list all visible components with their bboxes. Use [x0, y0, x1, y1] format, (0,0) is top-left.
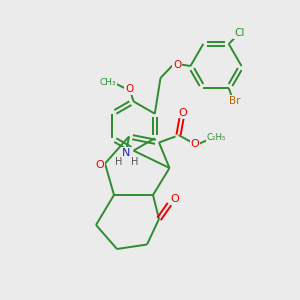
Text: O: O — [170, 194, 179, 204]
Text: CH₃: CH₃ — [100, 78, 116, 87]
Text: O: O — [125, 84, 133, 94]
Text: C₂H₅: C₂H₅ — [206, 134, 226, 142]
Text: O: O — [173, 59, 181, 70]
Text: H: H — [115, 157, 122, 167]
Text: Cl: Cl — [234, 28, 244, 38]
Text: O: O — [178, 107, 187, 118]
Text: O: O — [190, 139, 200, 149]
Text: O: O — [95, 160, 104, 170]
Text: H: H — [131, 157, 139, 167]
Text: N: N — [122, 148, 130, 158]
Text: Br: Br — [229, 96, 241, 106]
